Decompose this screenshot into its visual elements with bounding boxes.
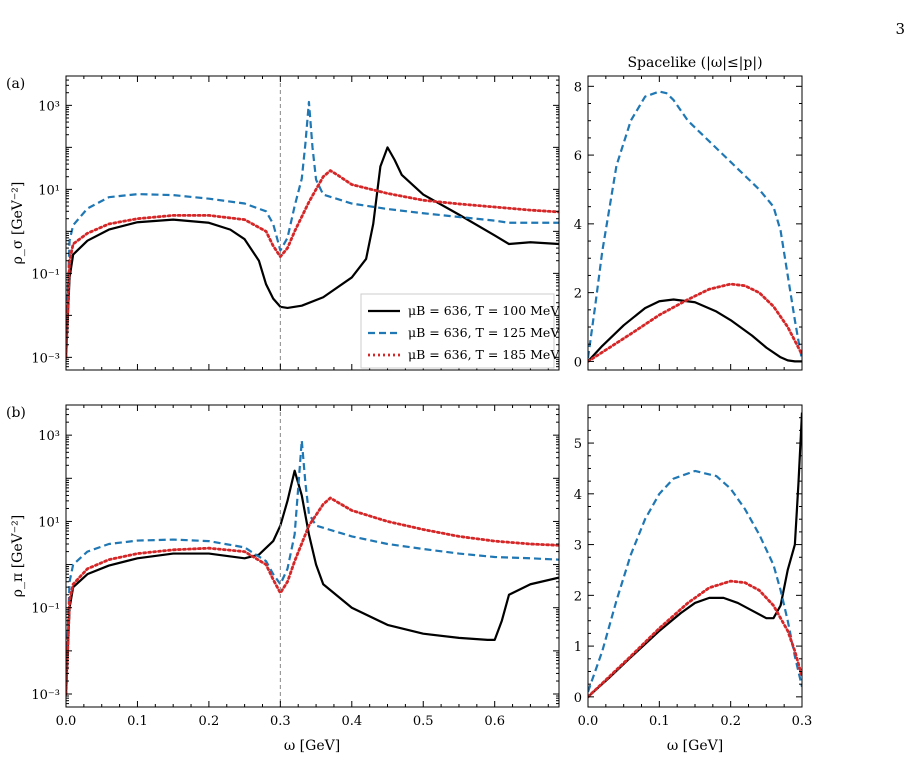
panel-b-right-ticks: 0.0 0.1 0.2 0.3 0 1 2 3 4 5 (574, 404, 813, 729)
panel-a-ylabel: ρ_σ [GeV⁻²] (10, 182, 26, 265)
series-line-0-1 (66, 100, 559, 345)
y-tick-label: 10³ (38, 429, 60, 444)
y-tick-label: 0 (574, 355, 582, 370)
series-line-3-1 (588, 469, 802, 693)
series-line-3-0 (588, 412, 802, 698)
panel-b-right-xlabel: ω [GeV] (667, 738, 723, 754)
y-tick-label: 0 (574, 691, 582, 706)
y-tick-label: 10⁻¹ (31, 267, 60, 282)
panel-b-tag: (b) (6, 405, 26, 421)
x-tick-label: 0.2 (720, 714, 741, 729)
panel-a-frame (65, 75, 560, 371)
y-tick-label: 10¹ (38, 515, 60, 530)
y-tick-label: 4 (574, 488, 582, 503)
series-line-2-0 (66, 469, 559, 695)
y-tick-label: 2 (574, 287, 582, 302)
series-line-0-0 (66, 146, 559, 358)
x-tick-label: 0.5 (413, 714, 434, 729)
panel-b-right-curves (588, 412, 802, 699)
y-tick-label: 4 (574, 218, 582, 233)
panel-b-xlabel: ω [GeV] (284, 738, 340, 754)
y-tick-label: 10⁻¹ (31, 602, 60, 617)
x-tick-label: 0.3 (792, 714, 813, 729)
panel-b-frame (65, 404, 560, 708)
panel-a-ticks: 10⁻³ 10⁻¹ 10¹ 10³ (31, 75, 559, 371)
series-line-1-1 (588, 90, 802, 360)
x-tick-label: 0.3 (270, 714, 291, 729)
x-tick-label: 0.1 (649, 714, 670, 729)
x-tick-label: 0.4 (341, 714, 362, 729)
panel-a-tag: (a) (6, 76, 25, 92)
legend-label-t100: μB = 636, T = 100 MeV (408, 303, 560, 318)
spacelike-title: Spacelike (|ω|≤|p|) (627, 55, 762, 71)
series-line-0-2 (66, 169, 559, 359)
panel-a-right-frame (587, 75, 803, 371)
series-line-1-0 (588, 298, 802, 363)
y-tick-label: 6 (574, 149, 582, 164)
x-tick-label: 0.0 (56, 714, 77, 729)
panel-a-left: 10⁻³ 10⁻¹ 10¹ 10³ (a) ρ_σ [GeV⁻²] μB = 636,… (6, 75, 560, 371)
y-tick-label: 10⁻³ (31, 688, 60, 703)
y-tick-label: 2 (574, 589, 582, 604)
x-tick-label: 0.2 (199, 714, 220, 729)
legend-label-t125: μB = 636, T = 125 MeV (408, 325, 560, 340)
x-tick-label: 0.6 (484, 714, 505, 729)
panel-b-ticks: 0.0 0.1 0.2 0.3 0.4 0.5 0.6 10⁻³ 10⁻¹ 10¹ 10³ (31, 404, 559, 729)
y-tick-label: 1 (574, 640, 582, 655)
y-tick-label: 10³ (38, 99, 60, 114)
panel-a-curves (66, 100, 559, 359)
y-tick-label: 3 (574, 539, 582, 554)
series-line-1-2 (588, 282, 802, 363)
legend: μB = 636, T = 100 MeV μB = 636, T = 125 … (360, 293, 560, 369)
y-tick-label: 10¹ (38, 183, 60, 198)
panel-a-right-ticks: 0 2 4 6 8 (574, 76, 803, 370)
series-line-2-1 (66, 439, 559, 682)
panel-b-right-frame (587, 404, 803, 708)
legend-label-t185: μB = 636, T = 185 MeV (408, 347, 560, 362)
x-tick-label: 0.0 (578, 714, 599, 729)
page-number: 3 (895, 20, 905, 38)
x-tick-label: 0.1 (127, 714, 148, 729)
series-line-2-2 (66, 496, 559, 696)
series-line-3-2 (588, 579, 802, 699)
y-tick-label: 8 (574, 80, 582, 95)
panel-b-ylabel: ρ_π [GeV⁻²] (10, 515, 26, 597)
y-tick-label: 10⁻³ (31, 351, 60, 366)
panel-a-right: 0 2 4 6 8 Spacelike (|ω|≤|p|) (574, 55, 803, 371)
y-tick-label: 5 (574, 437, 582, 452)
panel-a-right-curves (588, 90, 802, 363)
panel-b-curves (66, 439, 559, 696)
panel-b-right: 0.0 0.1 0.2 0.3 0 1 2 3 4 5 ω [GeV] (574, 404, 813, 754)
